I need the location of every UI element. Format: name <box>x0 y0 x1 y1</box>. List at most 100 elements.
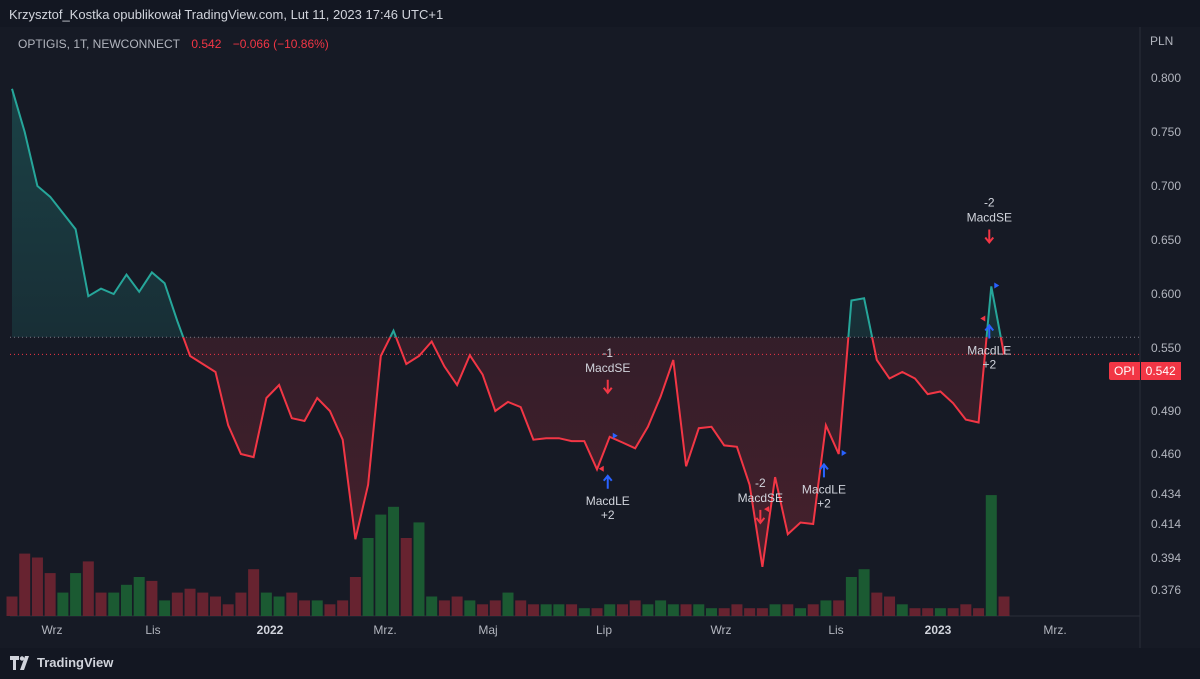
sell-arrow-icon <box>984 229 995 245</box>
exit-marker-icon <box>598 465 604 472</box>
signal-qty-label: +2 <box>601 508 615 522</box>
sell-arrow-icon <box>755 509 766 525</box>
volume-bar <box>769 604 781 616</box>
time-tick-label: Maj <box>478 623 497 637</box>
volume-bar <box>947 608 959 616</box>
price-tick-label: 0.750 <box>1151 125 1181 139</box>
volume-bar <box>451 596 463 616</box>
volume-bar <box>502 592 514 616</box>
volume-bar <box>845 577 857 616</box>
volume-bar <box>388 506 400 616</box>
buy-arrow-icon <box>984 323 995 339</box>
volume-bar <box>578 608 590 616</box>
price-tick-label: 0.394 <box>1151 551 1181 565</box>
volume-bar <box>693 604 705 616</box>
volume-bar <box>616 604 628 616</box>
entry-marker-icon <box>994 282 1000 289</box>
signal-label-long: MacdLE <box>967 343 1011 357</box>
time-tick-label: Lis <box>828 623 843 637</box>
price-tick-label: 0.434 <box>1151 487 1181 501</box>
volume-bar <box>70 573 82 616</box>
volume-bar <box>337 600 349 616</box>
volume-bar <box>400 538 412 616</box>
area-above-baseline <box>12 88 1004 338</box>
volume-bar <box>375 514 387 616</box>
publisher-header: Krzysztof_Kostka opublikował TradingView… <box>0 0 1200 27</box>
buy-arrow-icon <box>819 462 829 478</box>
signal-label-short: MacdSE <box>585 361 630 375</box>
price-change: −0.066 (−10.86%) <box>232 37 329 51</box>
volume-bar <box>413 522 425 616</box>
volume-bar <box>566 604 578 616</box>
brand-name: TradingView <box>37 655 114 670</box>
volume-bar <box>680 604 692 616</box>
volume-bar <box>464 600 476 616</box>
volume-bar <box>248 569 260 616</box>
volume-bar <box>324 604 336 616</box>
time-tick-label: Mrz. <box>1043 623 1066 637</box>
exit-marker-icon <box>764 506 770 513</box>
volume-bar <box>349 577 361 616</box>
volume-bar <box>807 604 819 616</box>
volume-bar <box>985 495 997 616</box>
time-tick-label: Wrz <box>41 623 62 637</box>
volume-bar <box>57 592 69 616</box>
volume-bar <box>19 553 31 616</box>
price-tick-label: 0.460 <box>1151 447 1181 461</box>
volume-bar <box>998 596 1010 616</box>
signal-qty-label: +2 <box>982 357 996 371</box>
volume-bar <box>438 600 450 616</box>
volume-bar <box>31 557 43 616</box>
volume-bar <box>655 600 667 616</box>
chart-area[interactable]: PLN0.8000.7500.7000.6500.6000.5500.5200.… <box>0 27 1200 648</box>
price-tag-symbol: OPI <box>1109 362 1140 380</box>
volume-bar <box>909 608 921 616</box>
volume-bar <box>833 600 845 616</box>
volume-bar <box>756 608 768 616</box>
volume-bar <box>82 561 94 616</box>
volume-bar <box>311 600 323 616</box>
price-chart[interactable]: PLN0.8000.7500.7000.6500.6000.5500.5200.… <box>0 27 1200 648</box>
price-tick-label: 0.414 <box>1151 517 1181 531</box>
symbol-legend: OPTIGIS, 1T, NEWCONNECT 0.542 −0.066 (−1… <box>18 37 329 51</box>
volume-bar <box>133 577 145 616</box>
price-tick-label: 0.650 <box>1151 233 1181 247</box>
signal-label-short: MacdSE <box>738 491 783 505</box>
area-below-baseline <box>183 337 1004 567</box>
price-tick-label: 0.700 <box>1151 179 1181 193</box>
volume-bar <box>477 604 489 616</box>
volume-bar <box>222 604 234 616</box>
time-tick-label: 2023 <box>925 623 952 637</box>
volume-bar <box>527 604 539 616</box>
volume-bar <box>795 608 807 616</box>
volume-bar <box>515 600 527 616</box>
exit-marker-icon <box>980 315 986 322</box>
volume-bar <box>540 604 552 616</box>
volume-bar <box>171 592 183 616</box>
volume-bar <box>273 596 285 616</box>
tradingview-logo[interactable]: TradingView <box>10 655 113 670</box>
signal-qty-label: +2 <box>817 496 831 510</box>
signal-qty-label: -2 <box>984 195 995 209</box>
volume-bar <box>197 592 209 616</box>
volume-bar <box>235 592 247 616</box>
price-tick-label: 0.376 <box>1151 583 1181 597</box>
volume-bar <box>629 600 641 616</box>
price-line-above <box>11 88 1002 338</box>
entry-marker-icon <box>841 450 847 456</box>
volume-bar <box>120 584 132 616</box>
time-tick-label: 2022 <box>257 623 284 637</box>
volume-bar <box>362 538 374 616</box>
price-axis-unit: PLN <box>1150 34 1173 48</box>
volume-bar <box>705 608 717 616</box>
volume-bar <box>426 596 438 616</box>
signal-label-short: MacdSE <box>967 210 1012 224</box>
volume-bar <box>146 580 158 616</box>
volume-bar <box>286 592 298 616</box>
volume-bar <box>44 573 56 616</box>
volume-bar <box>159 600 171 616</box>
buy-arrow-icon <box>602 474 613 489</box>
price-tag-value: 0.542 <box>1140 362 1181 380</box>
volume-bar <box>591 608 603 616</box>
volume-bar <box>209 596 221 616</box>
